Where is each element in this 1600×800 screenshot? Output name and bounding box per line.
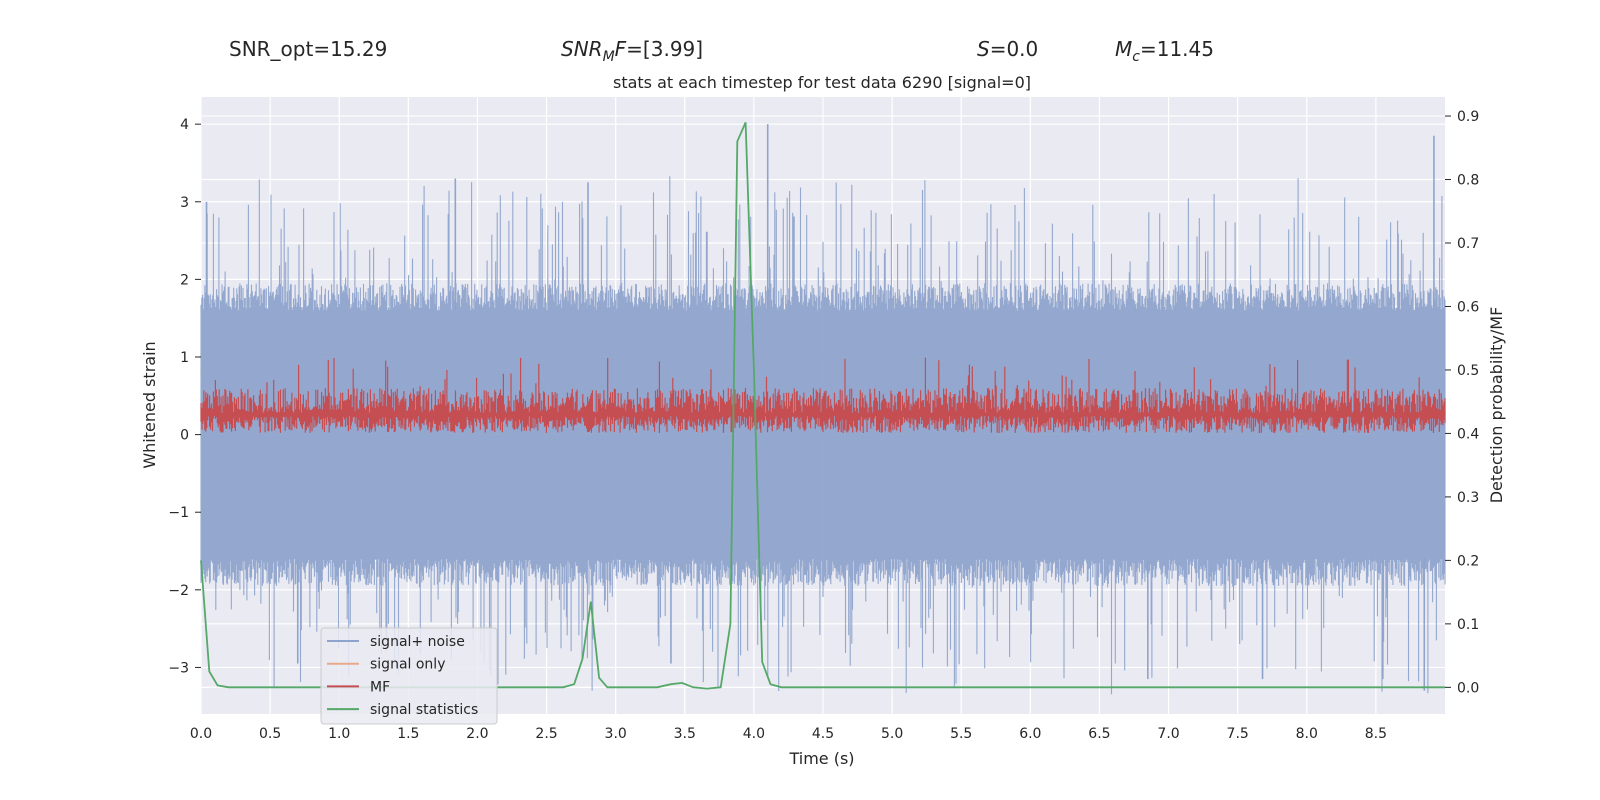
series-mf [200,357,1446,433]
legend: signal+ noise signal only MF signal statist… [320,627,498,725]
x-tick-label: 4.0 [743,726,765,742]
y-tick-label: 1 [180,350,189,366]
snr-opt-label: SNR_opt=15.29 [229,37,387,61]
y-tick-label: 2 [180,272,189,288]
y-axis-label: Whitened strain [140,341,159,468]
legend-label-stat: signal statistics [370,702,478,718]
series-signal-noise [200,176,1446,695]
x-tick-label: 1.5 [397,726,419,742]
y2-tick-label: 0.0 [1457,680,1479,696]
y2-tick-label: 0.5 [1457,363,1479,379]
mc-value: =11.45 [1140,37,1214,61]
x-axis-label: Time (s) [788,749,854,768]
y-tick-label: −1 [168,505,189,521]
y2-tick-label: 0.3 [1457,490,1479,506]
y2-tick-label: 0.4 [1457,426,1479,442]
x-tick-label: 6.0 [1019,726,1041,742]
ticks: 0.0 0.5 1.0 1.5 2.0 2.5 3.0 3.5 4.0 4.5 5.0 5.5 6.0 6… [168,109,1479,742]
x-tick-label: 8.5 [1365,726,1387,742]
y2-tick-label: 0.9 [1457,109,1479,125]
legend-label-noise: signal+ noise [370,634,465,650]
x-tick-label: 3.0 [605,726,627,742]
y-tick-label: −3 [168,660,189,676]
x-tick-label: 7.5 [1227,726,1249,742]
x-tick-label: 2.0 [466,726,488,742]
y2-axis-label: Detection probability/MF [1487,307,1506,504]
x-tick-label: 3.5 [674,726,696,742]
x-tick-label: 6.5 [1088,726,1110,742]
s-label: S=0.0 [977,37,1038,61]
x-tick-label: 1.0 [328,726,350,742]
x-tick-label: 0.5 [259,726,281,742]
x-tick-label: 2.5 [535,726,557,742]
snr-mf-tail: F [615,37,627,61]
legend-box [320,627,498,725]
snr-mf-value: =[3.99] [626,37,703,61]
mc-label: Mc=11.45 [1115,37,1214,65]
y2-tick-label: 0.6 [1457,299,1479,315]
legend-label-signal: signal only [370,657,445,673]
x-tick-label: 8.0 [1296,726,1318,742]
y-tick-label: 4 [180,117,189,133]
y2-tick-label: 0.2 [1457,553,1479,569]
y2-tick-label: 0.1 [1457,617,1479,633]
y-tick-label: 0 [180,428,189,444]
noise-peaks [205,124,1435,691]
snr-mf-base: SNR [561,37,603,61]
snr-mf-sub: M [603,49,615,65]
snr-mf-label: SNRMF=[3.99] [561,37,703,65]
mc-symbol: M [1115,37,1132,61]
x-tick-label: 0.0 [190,726,212,742]
mc-sub: c [1132,49,1140,65]
legend-label-mf: MF [370,679,390,695]
s-symbol: S [977,37,990,61]
x-tick-label: 5.0 [881,726,903,742]
x-tick-label: 7.0 [1157,726,1179,742]
x-tick-label: 4.5 [812,726,834,742]
y-tick-label: 3 [180,195,189,211]
x-tick-label: 5.5 [950,726,972,742]
chart-title: stats at each timestep for test data 629… [613,73,1031,92]
y-tick-label: −2 [168,583,189,599]
s-value: =0.0 [990,37,1039,61]
y2-tick-label: 0.7 [1457,236,1479,252]
y2-tick-label: 0.8 [1457,173,1479,189]
